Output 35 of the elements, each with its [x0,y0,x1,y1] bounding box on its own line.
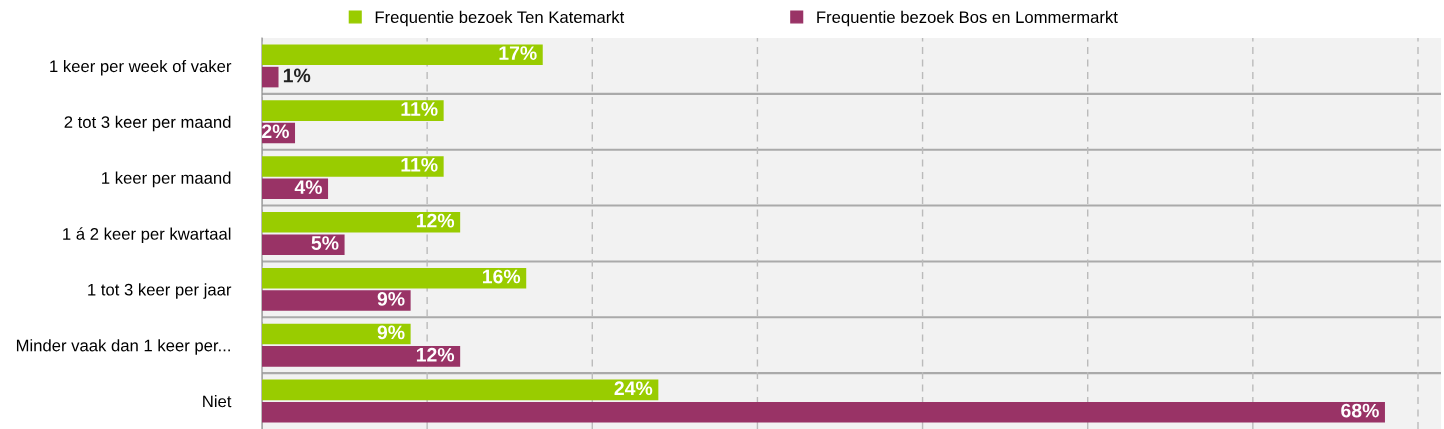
y-tick-label: 1 á 2 keer per kwartaal [63,227,231,244]
data-label: 12% [416,347,455,362]
y-tick-label: 1 tot 3 keer per jaar [88,283,232,299]
data-label: 12% [416,213,455,228]
bar [262,212,461,233]
data-label: 4% [294,180,322,194]
bar [262,44,543,66]
data-label: 68% [1341,403,1379,418]
bar [262,66,279,88]
bar [262,379,659,401]
data-label: 11% [401,157,438,172]
bar [262,234,345,255]
legend-label: Frequentie bezoek Bos en Lommermarkt [817,10,1118,27]
data-label: 5% [311,236,339,250]
data-label: 1% [283,68,311,83]
data-label: 9% [377,325,405,340]
y-tick-label: Minder vaak dan 1 keer per... [16,339,230,355]
y-tick-label: 1 keer per maand [102,171,231,188]
bar [262,267,527,289]
y-tick-label: 1 keer per week of vaker [50,59,232,76]
data-label: 9% [377,291,405,306]
data-label: 2% [262,124,289,139]
bar [262,156,444,177]
data-label: 11% [401,102,438,116]
data-label: 16% [482,269,521,284]
bar [262,346,461,367]
bar [262,401,1385,423]
data-label: 17% [499,46,537,60]
bar [262,290,411,311]
data-label: 24% [614,381,653,396]
bar [262,323,411,345]
y-tick-label: 2 tot 3 keer per maand [64,115,231,132]
legend-label: Frequentie bezoek Ten Katemarkt [375,10,625,27]
y-tick-label: Niet [203,395,232,408]
bar [262,100,444,121]
